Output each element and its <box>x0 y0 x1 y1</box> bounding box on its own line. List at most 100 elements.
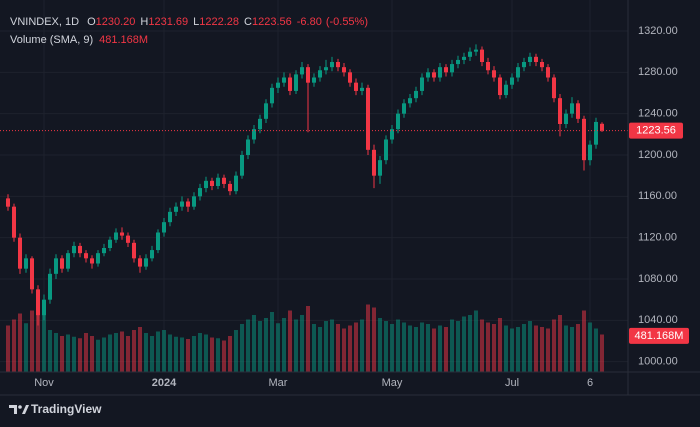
change: -6.80 <box>297 16 322 28</box>
volume-bar <box>378 318 382 372</box>
volume-bar <box>288 310 292 372</box>
y-tick-label: 1040.00 <box>638 314 678 326</box>
candle-body <box>204 180 208 189</box>
candle-body <box>210 180 214 186</box>
volume-bar <box>372 307 376 372</box>
volume-bar <box>132 330 136 372</box>
candle-body <box>600 123 604 131</box>
candle-body <box>258 118 262 130</box>
candle-body <box>408 98 412 104</box>
candle-body <box>582 118 586 161</box>
logo-mark <box>22 405 29 414</box>
volume-bar <box>252 315 256 372</box>
volume-bar <box>54 333 58 372</box>
candle-body <box>516 67 520 78</box>
candle-body <box>312 77 316 83</box>
candle-body <box>528 56 532 62</box>
volume-bar <box>318 327 322 372</box>
candle-body <box>150 250 154 259</box>
candle-body <box>480 49 484 62</box>
volume-bar <box>414 327 418 372</box>
volume-bar <box>420 322 424 372</box>
x-tick-label: Jul <box>505 377 519 389</box>
candle-body <box>72 245 76 254</box>
candle-body <box>96 253 100 264</box>
volume-bar <box>600 334 604 372</box>
volume-bar <box>384 321 388 372</box>
branding: TradingView <box>31 402 102 416</box>
candle-body <box>48 273 52 300</box>
candle-body <box>330 62 334 68</box>
candle-body <box>570 103 574 114</box>
volume-bar <box>174 336 178 372</box>
candle-body <box>540 62 544 68</box>
candle-body <box>192 196 196 207</box>
volume-bar <box>72 336 76 372</box>
volume-bar <box>264 318 268 372</box>
candle-body <box>390 129 394 140</box>
candle-body <box>342 67 346 73</box>
candle-body <box>54 258 58 274</box>
x-tick-label: 2024 <box>152 377 177 389</box>
volume-bar <box>486 322 490 372</box>
ohlc-key: L <box>193 16 199 28</box>
y-tick-label: 1280.00 <box>638 66 678 78</box>
volume-bar <box>588 322 592 372</box>
candle-body <box>198 188 202 197</box>
y-tick-label: 1120.00 <box>638 232 677 244</box>
candle-body <box>36 289 40 316</box>
candle-body <box>108 239 112 248</box>
candle-body <box>78 245 82 254</box>
candle-body <box>498 77 502 96</box>
y-tick-label: 1000.00 <box>638 356 678 368</box>
logo: TradingView <box>9 402 102 416</box>
candle-body <box>288 77 292 91</box>
candle-body <box>564 113 568 124</box>
volume-bar <box>438 325 442 372</box>
volume-bar <box>348 325 352 372</box>
volume-bar <box>498 318 502 372</box>
candle-body <box>444 67 448 73</box>
candle-body <box>282 77 286 83</box>
candle-body <box>222 177 226 184</box>
candle-body <box>588 144 592 161</box>
volume-bar <box>492 324 496 372</box>
volume-bar <box>342 328 346 372</box>
candle-body <box>138 258 142 267</box>
candle-body <box>426 72 430 78</box>
volume-bar <box>336 324 340 372</box>
x-tick-label: Mar <box>269 377 288 389</box>
y-tick-label: 1160.00 <box>638 190 677 202</box>
x-tick-label: May <box>382 377 403 389</box>
volume-bar <box>546 328 550 372</box>
candle-body <box>384 139 388 161</box>
candle-body <box>462 56 466 60</box>
volume-bar <box>312 324 316 372</box>
candle-body <box>354 82 358 91</box>
volume-bar <box>594 328 598 372</box>
volume-bar <box>300 315 304 372</box>
volume-bar <box>108 334 112 372</box>
candle-body <box>216 177 220 186</box>
candle-body <box>42 299 46 316</box>
volume-bar <box>78 338 82 372</box>
candle-body <box>264 103 268 119</box>
candle-body <box>276 82 280 88</box>
volume-bar <box>516 327 520 372</box>
candle-body <box>432 72 436 78</box>
candle-body <box>594 121 598 145</box>
candle-body <box>120 232 124 236</box>
ohlc-key: C <box>244 16 252 28</box>
volume-bar <box>294 319 298 372</box>
candle-body <box>486 62 490 71</box>
candle-body <box>510 77 514 85</box>
volume-bar <box>6 325 10 372</box>
candle-body <box>246 139 250 155</box>
x-tick-label: 6 <box>587 377 593 389</box>
volume-bar <box>426 324 430 372</box>
candle-body <box>558 98 562 124</box>
ohlc-value: 1223.56 <box>252 16 292 28</box>
volume-bar <box>258 321 262 372</box>
volume-bar <box>150 336 154 372</box>
candle-body <box>30 258 34 290</box>
